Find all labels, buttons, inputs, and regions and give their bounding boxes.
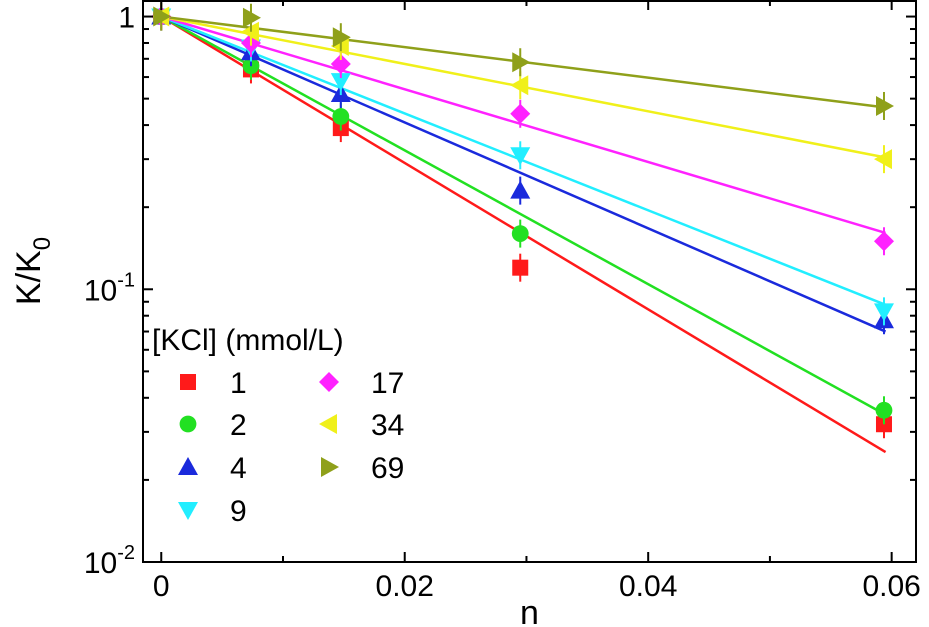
point-69 <box>875 95 894 116</box>
x-tick-label: 0 <box>153 570 170 603</box>
x-tick-label: 0.02 <box>376 570 434 603</box>
legend-label-1: 1 <box>230 367 247 400</box>
legend-label-4: 4 <box>230 452 247 485</box>
y-tick-label: 1 <box>118 2 135 35</box>
legend-marker-4 <box>178 457 198 475</box>
point-4 <box>510 180 531 199</box>
point-2 <box>511 225 529 243</box>
legend-label-34: 34 <box>371 409 404 442</box>
legend-marker-69 <box>321 457 339 477</box>
y-axis-title: K/K0 <box>10 237 56 305</box>
legend-label-69: 69 <box>371 452 404 485</box>
legend-label-2: 2 <box>230 409 247 442</box>
legend-marker-1 <box>180 374 196 390</box>
legend-marker-2 <box>179 415 197 433</box>
y-axis-title-base: K/K <box>10 250 48 305</box>
legend-title: [KCl] (mmol/L) <box>152 324 344 357</box>
legend-marker-34 <box>319 414 337 434</box>
point-9 <box>873 303 894 322</box>
legend-label-9: 9 <box>230 495 247 528</box>
x-tick-label: 0.04 <box>619 570 677 603</box>
x-tick-label: 0.06 <box>862 570 920 603</box>
point-2 <box>875 401 893 419</box>
point-9 <box>330 73 351 92</box>
axis-ticks <box>143 0 916 563</box>
point-2 <box>332 108 350 125</box>
data-markers <box>151 2 894 439</box>
point-34 <box>873 149 892 170</box>
point-17 <box>873 231 894 252</box>
y-axis-title-sub: 0 <box>29 237 56 250</box>
point-69 <box>153 6 172 27</box>
legend-label-17: 17 <box>371 367 404 400</box>
y-tick-label: 10-1 <box>84 269 135 307</box>
point-1 <box>512 259 529 276</box>
y-tick-label: 10-2 <box>84 542 135 580</box>
point-69 <box>512 52 531 73</box>
legend-marker-17 <box>319 372 339 392</box>
fit-line-4 <box>160 15 887 333</box>
x-axis-title: n <box>520 594 539 627</box>
point-34 <box>510 75 529 96</box>
fit-line-2 <box>160 15 887 416</box>
axis-tick-labels: 0 0.02 0.04 0.06 1 10-1 10-2 <box>84 2 921 603</box>
point-17 <box>330 53 351 74</box>
point-9 <box>510 147 531 166</box>
point-69 <box>332 27 351 48</box>
plot-frame <box>142 0 917 563</box>
point-17 <box>510 103 531 124</box>
point-69 <box>242 7 261 28</box>
legend: [KCl] (mmol/L) 1 2 4 9 17 34 69 <box>152 324 404 528</box>
fit-line-9 <box>160 15 887 306</box>
legend-marker-9 <box>178 502 198 520</box>
fit-line-17 <box>160 15 886 235</box>
